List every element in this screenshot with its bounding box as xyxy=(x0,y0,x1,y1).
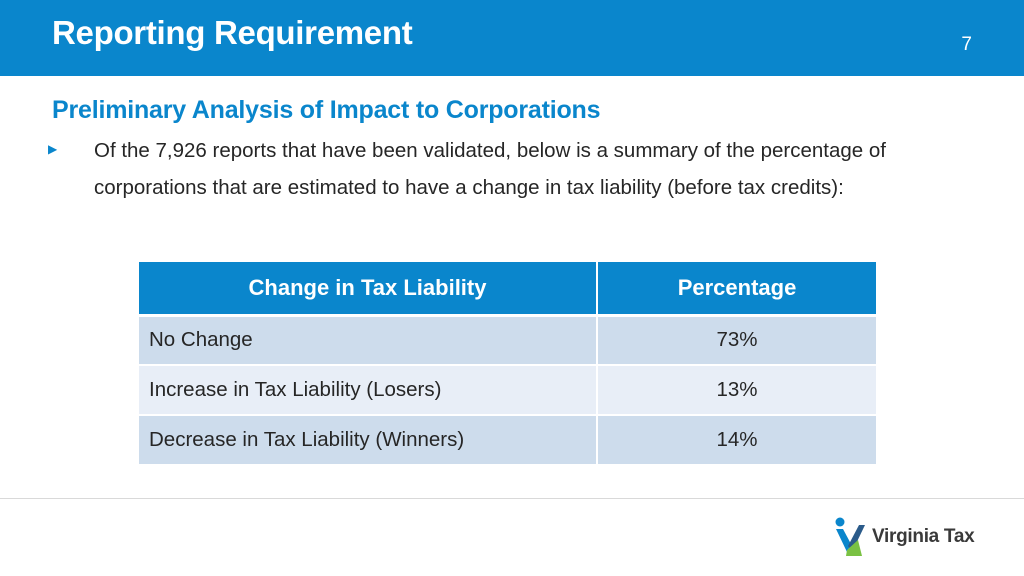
row-label: Increase in Tax Liability (Losers) xyxy=(139,365,598,416)
table-row: Decrease in Tax Liability (Winners) 14% xyxy=(139,415,876,466)
row-label: Decrease in Tax Liability (Winners) xyxy=(139,415,598,466)
virginia-tax-logo: Virginia Tax xyxy=(834,516,984,560)
table-header-row: Change in Tax Liability Percentage xyxy=(139,262,876,317)
slide-header: Reporting Requirement 7 xyxy=(0,0,1024,76)
column-header-change: Change in Tax Liability xyxy=(139,262,598,317)
table-row: Increase in Tax Liability (Losers) 13% xyxy=(139,365,876,416)
footer-divider xyxy=(0,498,1024,499)
row-value: 73% xyxy=(597,315,876,366)
table-row: No Change 73% xyxy=(139,315,876,366)
triangle-bullet-icon: ▶ xyxy=(48,142,58,156)
logo-text: Virginia Tax xyxy=(872,526,975,547)
virginia-tax-logo-icon xyxy=(835,517,865,556)
row-label: No Change xyxy=(139,315,598,366)
tax-liability-table: Change in Tax Liability Percentage No Ch… xyxy=(139,262,876,466)
row-value: 13% xyxy=(597,365,876,416)
row-value: 14% xyxy=(597,415,876,466)
slide-title: Reporting Requirement xyxy=(52,14,413,51)
column-header-percentage: Percentage xyxy=(597,262,876,317)
page-number: 7 xyxy=(961,34,972,55)
bullet-text: Of the 7,926 reports that have been vali… xyxy=(94,139,887,199)
section-subtitle: Preliminary Analysis of Impact to Corpor… xyxy=(52,96,601,124)
